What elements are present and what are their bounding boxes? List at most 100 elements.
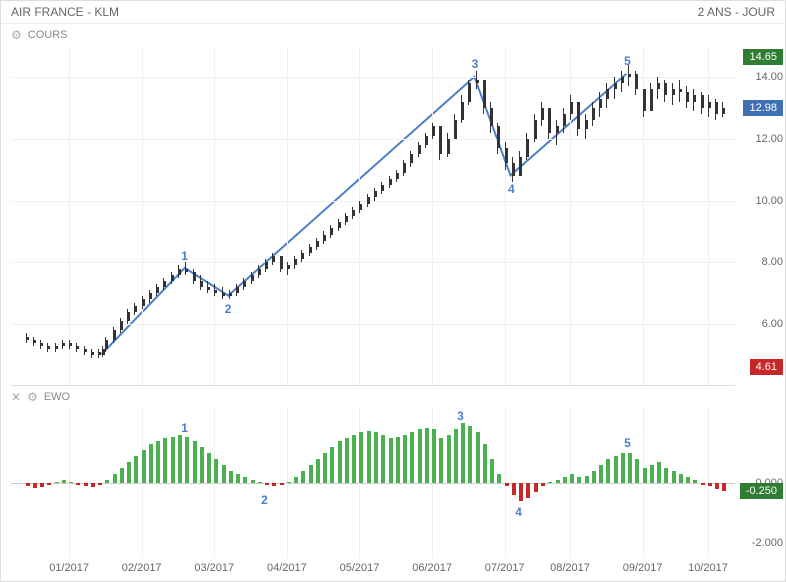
- osc-bar: [722, 483, 726, 491]
- osc-bar: [693, 480, 697, 483]
- osc-bar: [708, 483, 712, 486]
- osc-bar: [628, 453, 632, 483]
- osc-bar: [439, 438, 443, 483]
- osc-bar: [715, 483, 719, 489]
- osc-bar: [272, 483, 276, 486]
- osc-bar: [171, 437, 175, 484]
- osc-bar: [599, 465, 603, 483]
- osc-bar: [265, 483, 269, 485]
- osc-bar: [396, 437, 400, 484]
- osc-bar: [541, 483, 545, 486]
- gear-icon[interactable]: ⚙: [27, 390, 38, 404]
- osc-bar: [301, 471, 305, 483]
- osc-bar: [526, 483, 530, 498]
- osc-bar: [461, 423, 465, 483]
- osc-bar: [476, 432, 480, 483]
- osc-bar: [403, 435, 407, 483]
- osc-bar: [113, 474, 117, 483]
- osc-bar: [149, 444, 153, 483]
- osc-bar: [222, 465, 226, 483]
- osc-bar: [679, 474, 683, 483]
- osc-bar: [47, 483, 51, 485]
- x-tick: 01/2017: [49, 562, 89, 574]
- price-chart-svg: [11, 46, 735, 385]
- candle: [287, 262, 288, 274]
- osc-bar: [367, 431, 371, 484]
- osc-bar: [570, 474, 574, 483]
- price-panel-label: COURS: [28, 29, 68, 41]
- osc-bar: [577, 477, 581, 483]
- price-chart[interactable]: 6.008.0010.0012.0014.001234514.6512.984.…: [11, 46, 735, 386]
- wave-label: 3: [472, 57, 479, 71]
- osc-bar: [650, 465, 654, 483]
- osc-bar: [701, 483, 705, 485]
- price-badge: 4.61: [750, 359, 783, 375]
- osc-bar: [606, 459, 610, 483]
- osc-bar: [134, 456, 138, 483]
- candle: [556, 120, 557, 145]
- osc-bar: [352, 435, 356, 483]
- osc-bar: [556, 480, 560, 483]
- osc-bar: [359, 432, 363, 483]
- osc-bar: [621, 453, 625, 483]
- wave-label: 1: [181, 249, 188, 263]
- osc-panel-label: EWO: [44, 391, 70, 403]
- wave-label: 1: [181, 421, 188, 435]
- osc-bar: [251, 480, 255, 483]
- osc-bar: [280, 483, 284, 485]
- osc-bar: [207, 453, 211, 483]
- osc-bar: [468, 426, 472, 483]
- osc-bar: [62, 480, 66, 483]
- osc-bar: [418, 429, 422, 483]
- wave-label: 4: [508, 182, 515, 196]
- osc-bar: [497, 474, 501, 483]
- osc-bar: [657, 462, 661, 483]
- osc-bar: [127, 462, 131, 483]
- gear-icon[interactable]: ⚙: [11, 28, 22, 42]
- osc-bar: [76, 483, 80, 485]
- osc-bar: [309, 465, 313, 483]
- osc-bar: [614, 456, 618, 483]
- wave-label: 5: [624, 436, 631, 450]
- osc-bar: [512, 483, 516, 495]
- osc-bar: [193, 441, 197, 483]
- osc-bar: [672, 471, 676, 483]
- osc-bar: [55, 482, 59, 484]
- osc-bar: [105, 480, 109, 483]
- osc-bar: [345, 438, 349, 483]
- x-tick: 09/2017: [623, 562, 663, 574]
- x-tick: 06/2017: [412, 562, 452, 574]
- x-tick: 08/2017: [550, 562, 590, 574]
- osc-bar: [178, 435, 182, 483]
- wave-label: 2: [261, 493, 268, 507]
- osc-panel-header: ✕ ⚙ EWO: [1, 386, 785, 408]
- osc-bar: [410, 432, 414, 483]
- osc-bar: [635, 459, 639, 483]
- osc-bar: [381, 435, 385, 483]
- osc-bar: [243, 477, 247, 483]
- osc-bar: [534, 483, 538, 492]
- osc-bar: [91, 483, 95, 487]
- price-panel-header: ⚙ COURS: [1, 24, 785, 46]
- x-tick: 05/2017: [340, 562, 380, 574]
- osc-bar: [84, 483, 88, 486]
- osc-bar: [338, 441, 342, 483]
- wave-label: 3: [457, 409, 464, 423]
- osc-bar: [643, 468, 647, 483]
- osc-bar: [120, 468, 124, 483]
- wave-label: 5: [624, 54, 631, 68]
- close-icon[interactable]: ✕: [11, 390, 21, 404]
- osc-bar: [389, 438, 393, 483]
- timeframe-label: 2 ANS - JOUR: [698, 5, 775, 19]
- osc-chart[interactable]: -2.0000.00012345-0.250: [11, 408, 735, 558]
- price-badge: 12.98: [743, 100, 783, 116]
- osc-bar: [330, 447, 334, 483]
- instrument-title: AIR FRANCE - KLM: [11, 5, 119, 19]
- osc-bar: [98, 483, 102, 485]
- osc-bar: [490, 459, 494, 483]
- x-tick: 03/2017: [194, 562, 234, 574]
- osc-bar: [156, 441, 160, 483]
- osc-bar: [592, 471, 596, 483]
- osc-bar: [40, 483, 44, 487]
- osc-bar: [505, 483, 509, 486]
